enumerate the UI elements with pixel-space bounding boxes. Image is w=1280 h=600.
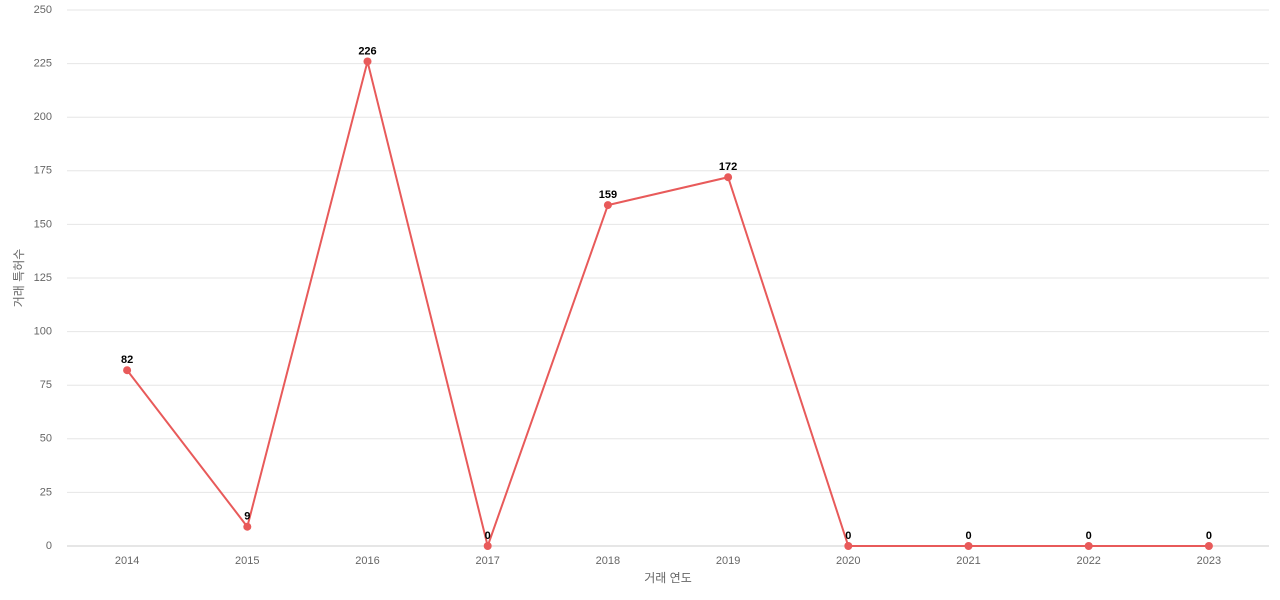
x-tick-label: 2016 bbox=[355, 555, 379, 567]
y-tick-label: 150 bbox=[34, 218, 52, 230]
data-label: 0 bbox=[485, 530, 491, 542]
y-tick-label: 25 bbox=[40, 486, 52, 498]
y-tick-label: 225 bbox=[34, 58, 52, 70]
data-label: 0 bbox=[845, 530, 851, 542]
y-tick-label: 175 bbox=[34, 165, 52, 177]
x-tick-label: 2019 bbox=[716, 555, 740, 567]
data-label: 0 bbox=[965, 530, 971, 542]
data-point bbox=[844, 542, 853, 550]
y-tick-label: 0 bbox=[46, 540, 52, 552]
x-tick-label: 2020 bbox=[836, 555, 860, 567]
y-tick-label: 100 bbox=[34, 326, 52, 338]
x-axis-title: 거래 연도 bbox=[644, 571, 692, 585]
data-point bbox=[603, 201, 612, 210]
data-label: 0 bbox=[1086, 530, 1092, 542]
x-tick-label: 2018 bbox=[596, 555, 620, 567]
x-tick-label: 2022 bbox=[1076, 555, 1100, 567]
data-point bbox=[724, 173, 733, 182]
y-axis-title: 거래 특허수 bbox=[12, 249, 26, 308]
y-tick-label: 75 bbox=[40, 379, 52, 391]
series-line bbox=[126, 61, 1209, 550]
data-label: 82 bbox=[121, 354, 133, 366]
data-point bbox=[363, 57, 372, 66]
y-tick-label: 250 bbox=[34, 4, 52, 16]
y-tick-label: 50 bbox=[40, 433, 52, 445]
data-label: 159 bbox=[599, 189, 617, 201]
data-point bbox=[964, 542, 973, 550]
x-tick-label: 2014 bbox=[115, 555, 139, 567]
data-label: 9 bbox=[244, 511, 250, 523]
x-tick-label: 2021 bbox=[956, 555, 980, 567]
data-point bbox=[243, 522, 252, 531]
x-tick-label: 2015 bbox=[235, 555, 259, 567]
x-tick-label: 2017 bbox=[475, 555, 499, 567]
y-tick-label: 200 bbox=[34, 111, 52, 123]
data-point bbox=[1084, 542, 1093, 550]
data-point bbox=[1204, 542, 1213, 550]
data-label: 172 bbox=[719, 161, 737, 173]
x-tick-label: 2023 bbox=[1197, 555, 1221, 567]
data-label: 226 bbox=[358, 45, 376, 57]
data-point bbox=[483, 542, 492, 550]
data-label: 0 bbox=[1206, 530, 1212, 542]
y-tick-label: 125 bbox=[34, 272, 52, 284]
data-point bbox=[123, 366, 132, 375]
